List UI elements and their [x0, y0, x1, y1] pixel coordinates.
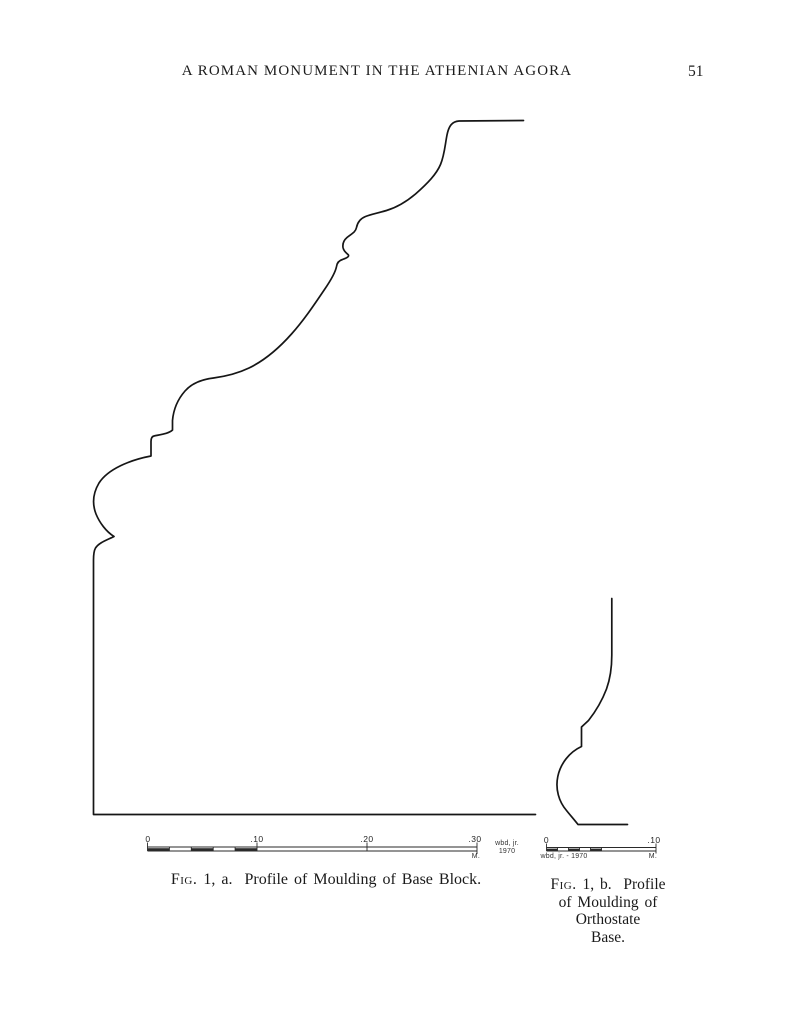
scale-a-credit-year: 1970: [498, 848, 516, 855]
scale-a-credit-name: wbd, jr.: [495, 840, 519, 847]
figure-b-caption-line1-text: 1, b. Profile: [576, 876, 666, 893]
scale-b-tick-0: 0: [543, 835, 550, 845]
scale-bar-b: [546, 843, 657, 854]
scale-a-tick-10: .10: [250, 834, 264, 844]
figure-b-caption: Fig. 1, b. Profile of Moulding of Orthos…: [525, 876, 691, 946]
figure-a-caption-fig-label: Fig.: [170, 871, 198, 888]
scale-a-tick-20: .20: [360, 834, 374, 844]
figure-b-caption-line2: of Moulding of: [558, 893, 658, 911]
figure-b-caption-line3: Orthostate: [575, 911, 641, 928]
figure-a-caption: Fig. 1, a. Profile of Moulding of Base B…: [106, 871, 546, 889]
scale-b-tick-10: .10: [647, 835, 661, 845]
scale-a-unit-label: M.: [471, 853, 481, 860]
moulding-profile-b-path: [556, 597, 629, 826]
page-number: 51: [688, 63, 704, 80]
scale-a-tick-0: 0: [145, 834, 151, 844]
scale-b-credit: wbd, jr. - 1970: [540, 853, 588, 860]
figure-b-caption-fig-label: Fig.: [550, 876, 577, 893]
scale-b-unit-label: M.: [648, 853, 658, 860]
figure-b-caption-line1: Fig. 1, b. Profile: [525, 876, 691, 894]
figure-b-caption-line4: Base.: [590, 928, 625, 946]
moulding-profile-a-path: [92, 119, 537, 816]
scale-a-tick-30: .30: [468, 834, 482, 844]
scale-bar-a: [147, 842, 478, 854]
figure-a-caption-text: 1, a. Profile of Moulding of Base Block.: [197, 871, 482, 888]
running-head-title: A ROMAN MONUMENT IN THE ATHENIAN AGORA: [181, 63, 573, 79]
